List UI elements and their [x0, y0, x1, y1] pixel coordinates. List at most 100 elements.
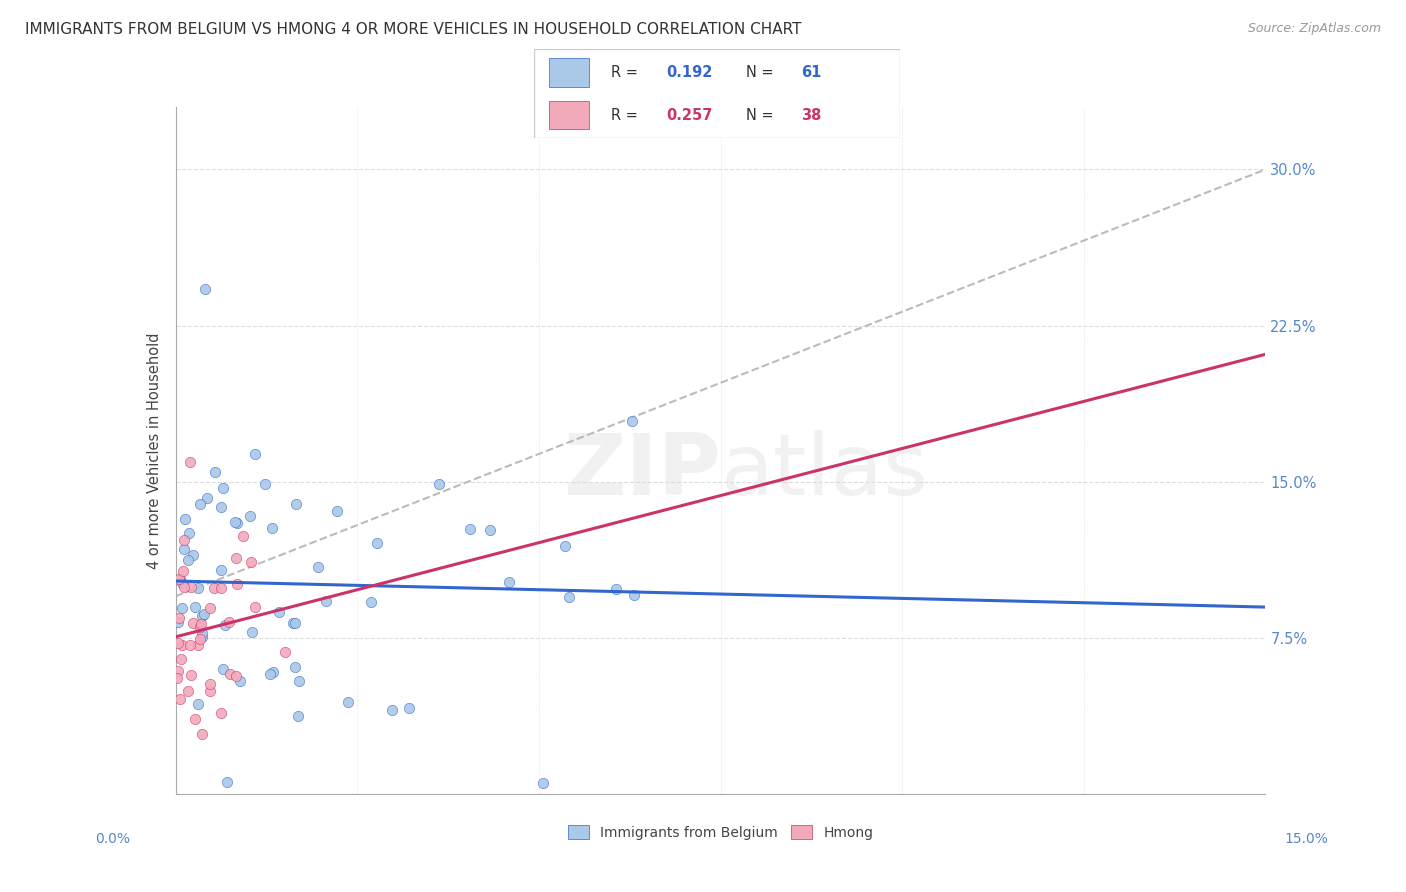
Point: [262, 665, 284, 679]
Point: [217, 774, 239, 789]
Point: [243, 600, 266, 615]
Text: N =: N =: [747, 108, 779, 122]
Point: [498, 575, 520, 590]
Point: [184, 600, 207, 615]
Point: [193, 607, 215, 622]
Point: [200, 677, 222, 691]
Point: [198, 601, 221, 615]
Point: [269, 605, 291, 619]
Point: [478, 523, 501, 537]
Point: [218, 615, 240, 629]
Point: [173, 580, 195, 594]
Point: [188, 620, 211, 634]
FancyBboxPatch shape: [534, 49, 900, 138]
Point: [190, 616, 212, 631]
Point: [240, 555, 263, 569]
FancyBboxPatch shape: [548, 58, 589, 87]
Point: [173, 512, 195, 526]
Point: [173, 533, 195, 548]
Text: atlas: atlas: [721, 430, 928, 513]
Point: [169, 691, 191, 706]
Text: N =: N =: [747, 65, 779, 79]
Point: [621, 414, 644, 428]
Point: [259, 667, 281, 681]
Point: [204, 582, 226, 596]
Point: [254, 477, 277, 491]
Point: [427, 477, 450, 491]
Point: [177, 553, 200, 567]
Point: [167, 664, 190, 678]
Point: [225, 577, 247, 591]
Point: [187, 581, 209, 595]
Point: [239, 508, 262, 523]
Text: R =: R =: [612, 65, 643, 79]
Point: [167, 572, 190, 586]
Point: [195, 491, 218, 505]
Point: [360, 595, 382, 609]
Point: [170, 600, 193, 615]
Point: [198, 683, 221, 698]
Point: [179, 455, 201, 469]
Point: [284, 497, 307, 511]
Point: [398, 701, 420, 715]
Point: [281, 616, 304, 631]
Legend: Immigrants from Belgium, Hmong: Immigrants from Belgium, Hmong: [562, 820, 879, 846]
Point: [184, 712, 207, 726]
Text: 38: 38: [801, 108, 821, 122]
Point: [240, 624, 263, 639]
Point: [284, 660, 307, 674]
Point: [209, 581, 232, 595]
Point: [605, 582, 627, 597]
Point: [315, 594, 337, 608]
Point: [170, 652, 193, 666]
Point: [172, 565, 194, 579]
Point: [209, 500, 232, 515]
Point: [336, 695, 359, 709]
Point: [326, 504, 349, 518]
Point: [381, 703, 404, 717]
Point: [288, 673, 311, 688]
Point: [232, 529, 254, 543]
Text: IMMIGRANTS FROM BELGIUM VS HMONG 4 OR MORE VEHICLES IN HOUSEHOLD CORRELATION CHA: IMMIGRANTS FROM BELGIUM VS HMONG 4 OR MO…: [25, 22, 801, 37]
Point: [212, 481, 235, 495]
Text: ZIP: ZIP: [562, 430, 721, 513]
Point: [191, 630, 214, 644]
Point: [170, 575, 193, 590]
Point: [225, 551, 247, 566]
Point: [225, 669, 247, 683]
Point: [188, 497, 211, 511]
Point: [558, 590, 581, 604]
Text: 15.0%: 15.0%: [1285, 832, 1329, 846]
Point: [191, 727, 214, 741]
Point: [179, 525, 201, 540]
Point: [187, 638, 209, 652]
Point: [212, 662, 235, 676]
Point: [214, 617, 236, 632]
Point: [191, 626, 214, 640]
Point: [554, 539, 576, 553]
Text: 0.257: 0.257: [666, 108, 713, 122]
Point: [224, 515, 246, 529]
Point: [366, 536, 388, 550]
Point: [179, 638, 201, 652]
Point: [181, 548, 204, 562]
Point: [191, 608, 214, 623]
Point: [260, 521, 283, 535]
Point: [284, 615, 307, 630]
Point: [623, 588, 645, 602]
Point: [169, 572, 191, 586]
Text: R =: R =: [612, 108, 643, 122]
Point: [458, 523, 481, 537]
FancyBboxPatch shape: [548, 101, 589, 129]
Text: Source: ZipAtlas.com: Source: ZipAtlas.com: [1247, 22, 1381, 36]
Point: [531, 776, 554, 790]
Point: [172, 638, 194, 652]
Point: [245, 447, 267, 461]
Text: 0.0%: 0.0%: [96, 832, 131, 846]
Point: [209, 562, 232, 576]
Point: [167, 615, 190, 629]
Point: [181, 616, 204, 631]
Point: [287, 709, 309, 723]
Point: [204, 465, 226, 479]
Point: [190, 632, 212, 646]
